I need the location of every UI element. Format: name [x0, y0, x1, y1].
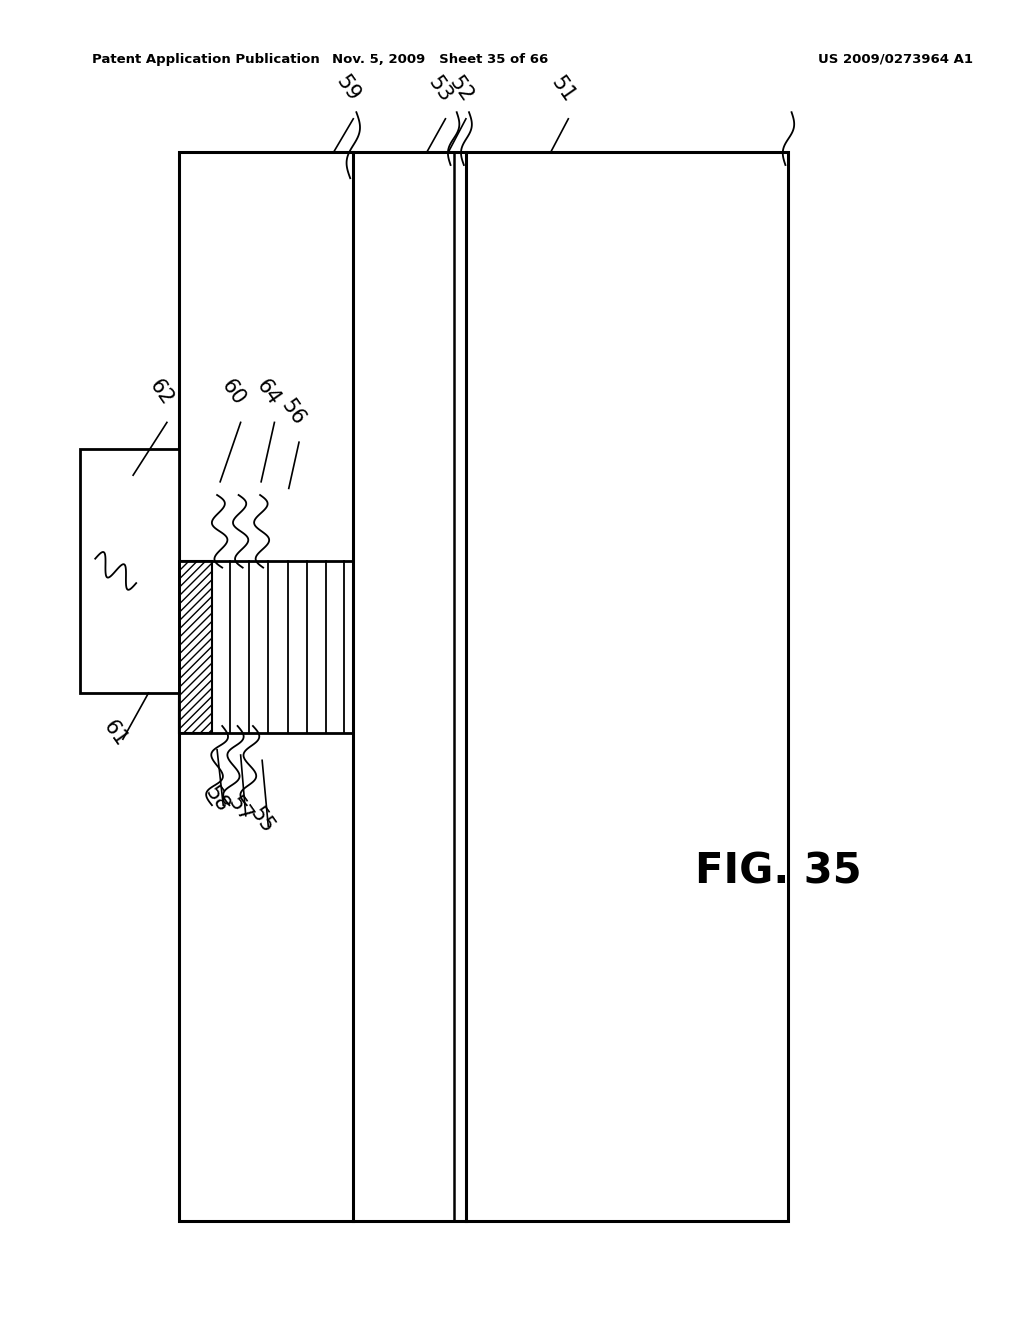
Text: 61: 61	[99, 717, 130, 750]
Bar	[179, 561, 212, 733]
Text: 62: 62	[145, 376, 176, 409]
Bar	[179, 152, 788, 1221]
Text: 58: 58	[202, 783, 232, 816]
Text: 60: 60	[218, 376, 249, 409]
Text: FIG. 35: FIG. 35	[695, 850, 861, 892]
Text: Nov. 5, 2009   Sheet 35 of 66: Nov. 5, 2009 Sheet 35 of 66	[332, 53, 549, 66]
Text: 59: 59	[333, 73, 364, 106]
Text: US 2009/0273964 A1: US 2009/0273964 A1	[818, 53, 973, 66]
Bar	[179, 561, 353, 733]
Text: 55: 55	[247, 804, 278, 837]
Text: Patent Application Publication: Patent Application Publication	[92, 53, 319, 66]
Text: 56: 56	[278, 396, 308, 429]
Text: 53: 53	[425, 73, 456, 106]
Text: 64: 64	[253, 376, 284, 409]
Text: 52: 52	[445, 73, 476, 106]
Bar	[80, 449, 179, 693]
Text: 51: 51	[548, 73, 579, 106]
Text: 57: 57	[224, 793, 255, 826]
